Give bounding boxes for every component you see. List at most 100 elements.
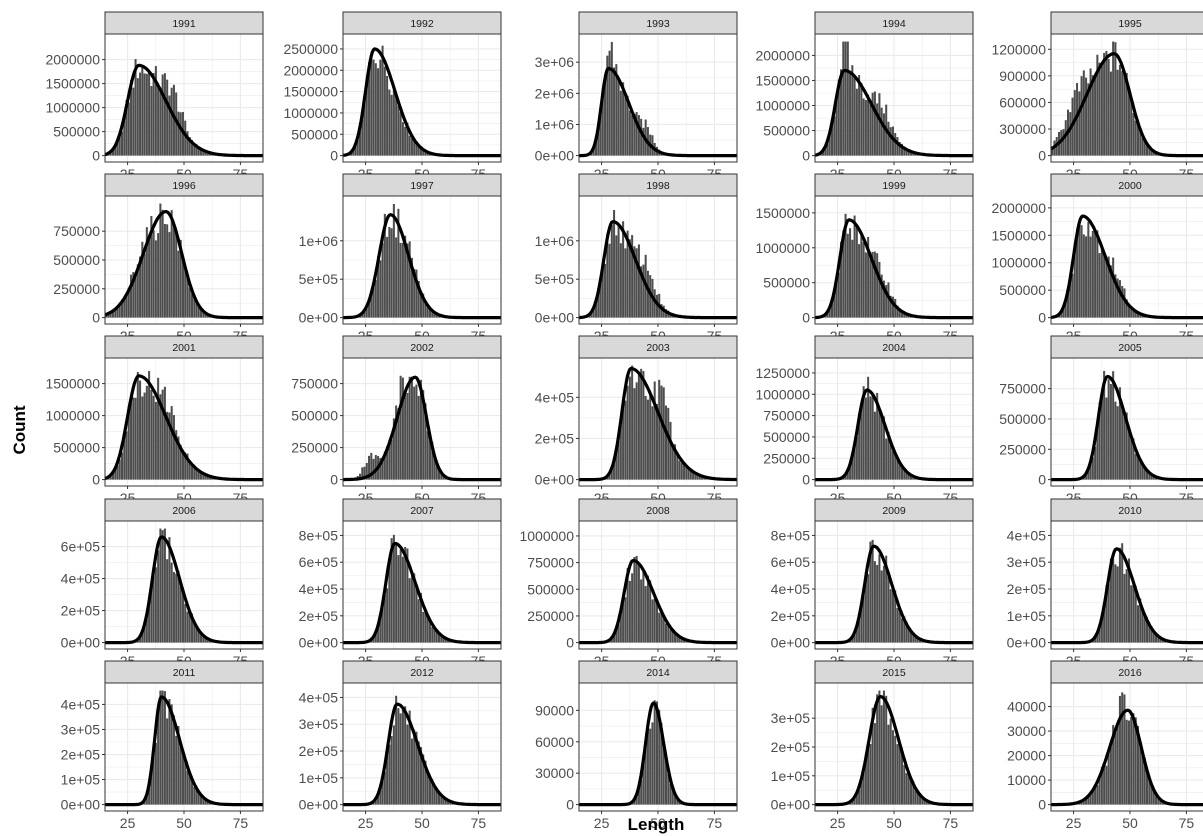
histogram-bar bbox=[631, 235, 634, 318]
histogram-bar bbox=[116, 139, 119, 156]
histogram-bar bbox=[399, 112, 402, 156]
histogram-bar bbox=[887, 282, 890, 318]
histogram-bar bbox=[1060, 312, 1063, 318]
histogram-bar bbox=[613, 67, 616, 156]
fitted-curve bbox=[104, 695, 264, 807]
histogram-bar bbox=[891, 730, 894, 805]
histogram-bar bbox=[200, 632, 203, 643]
histogram-bar bbox=[635, 555, 638, 643]
histogram-bar bbox=[381, 458, 384, 480]
fitted-curve bbox=[342, 541, 502, 645]
histogram-bar bbox=[595, 136, 598, 156]
histogram-bar bbox=[152, 575, 155, 643]
x-tick-label: 25 bbox=[594, 815, 610, 831]
histogram-bar bbox=[125, 293, 128, 318]
histogram-bar bbox=[181, 751, 184, 805]
histogram-bar bbox=[907, 627, 910, 643]
histogram-bar bbox=[633, 388, 636, 480]
histogram-bar bbox=[894, 132, 897, 156]
histogram-bar bbox=[624, 248, 627, 318]
histogram-bar bbox=[374, 279, 377, 318]
histogram-bar bbox=[853, 77, 856, 156]
histogram-bar bbox=[202, 798, 205, 805]
histogram-bar bbox=[447, 800, 450, 805]
histogram-bar bbox=[150, 215, 153, 318]
histogram-bar bbox=[855, 436, 858, 480]
histogram-bar bbox=[619, 424, 622, 480]
histogram-bar bbox=[197, 472, 200, 480]
histogram-bar bbox=[184, 266, 187, 318]
y-tick-label: 90000 bbox=[535, 702, 574, 718]
histogram-bar bbox=[372, 637, 375, 643]
histogram-bar bbox=[383, 594, 386, 643]
histogram-bar bbox=[406, 243, 409, 318]
histogram-bar bbox=[123, 116, 126, 156]
histogram-bar bbox=[1132, 438, 1135, 480]
histogram-bar bbox=[166, 718, 169, 805]
histogram-bar bbox=[1148, 775, 1151, 805]
histogram-bar bbox=[1091, 75, 1094, 156]
histogram-bar bbox=[372, 285, 375, 318]
histogram-bar bbox=[397, 208, 400, 318]
x-tick-label: 25 bbox=[830, 815, 846, 831]
histogram-bar bbox=[186, 273, 189, 318]
histogram-bar bbox=[157, 87, 160, 156]
histogram-bar bbox=[435, 629, 438, 643]
histogram-bar bbox=[1100, 396, 1103, 480]
histogram-bar bbox=[354, 145, 357, 156]
histogram-bar bbox=[613, 461, 616, 480]
histogram-bar bbox=[397, 105, 400, 156]
histogram-bar bbox=[424, 150, 427, 156]
histogram-bar bbox=[1116, 278, 1119, 318]
histogram-bar bbox=[118, 459, 121, 480]
histogram-bar bbox=[204, 151, 207, 156]
histogram-bar bbox=[1136, 605, 1140, 643]
histogram-bar bbox=[377, 255, 380, 318]
histogram-bar bbox=[651, 722, 654, 805]
histogram-bar bbox=[864, 571, 867, 643]
histogram-bar bbox=[379, 59, 382, 156]
histogram-bar bbox=[438, 469, 441, 480]
histogram-bar bbox=[1136, 454, 1140, 480]
histogram-bar bbox=[200, 473, 203, 480]
y-tick-label: 2000000 bbox=[755, 47, 810, 63]
facet-strip-label: 2014 bbox=[646, 667, 670, 679]
fitted-curve bbox=[1050, 708, 1203, 807]
histogram-bar bbox=[132, 272, 135, 318]
y-tick-label: 60000 bbox=[535, 734, 574, 750]
histogram-bar bbox=[628, 580, 631, 643]
histogram-bar bbox=[905, 773, 908, 805]
y-tick-label: 0 bbox=[566, 797, 574, 813]
histogram-bar bbox=[898, 461, 901, 480]
histogram-bar bbox=[1125, 412, 1128, 480]
histogram-bar bbox=[640, 118, 643, 156]
histogram-bar bbox=[880, 570, 883, 643]
facet-strip-label: 2008 bbox=[646, 505, 670, 517]
histogram-bar bbox=[853, 797, 856, 805]
histogram-bar bbox=[669, 629, 672, 643]
histogram-bar bbox=[1161, 639, 1164, 643]
histogram-bar bbox=[608, 243, 611, 318]
histogram-bar bbox=[1096, 230, 1099, 318]
histogram-bar bbox=[170, 210, 173, 318]
histogram-bar bbox=[422, 611, 425, 643]
y-tick-label: 1e+06 bbox=[535, 116, 575, 132]
fitted-curve bbox=[1050, 214, 1203, 320]
histogram-bar bbox=[130, 394, 133, 480]
histogram-bar bbox=[111, 148, 115, 156]
y-tick-label: 0 bbox=[1038, 310, 1046, 326]
histogram-bar bbox=[177, 111, 180, 156]
histogram-bar bbox=[422, 149, 425, 156]
y-tick-label: 0e+00 bbox=[535, 472, 575, 488]
histogram-bar bbox=[386, 446, 389, 480]
histogram-bar bbox=[640, 779, 643, 805]
y-tick-label: 500000 bbox=[53, 440, 100, 456]
histogram-bar bbox=[1094, 637, 1097, 643]
histogram-bar bbox=[1150, 150, 1153, 156]
panel-1996: 19960250000500000750000255075 bbox=[53, 173, 264, 344]
histogram-bar bbox=[361, 113, 364, 156]
histogram-bar bbox=[617, 224, 620, 318]
